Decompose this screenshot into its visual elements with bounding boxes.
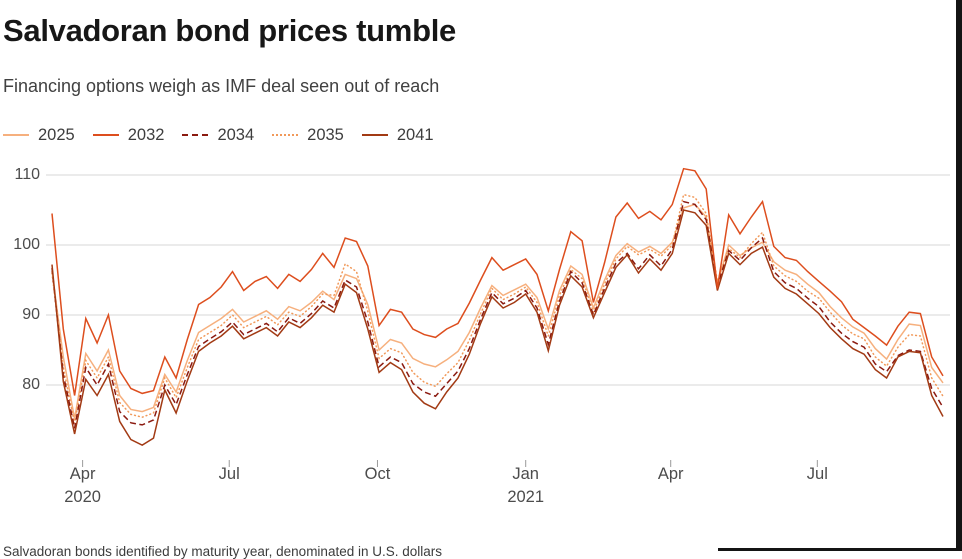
x-axis-month: Jul	[218, 465, 240, 483]
x-axis-year: 2020	[64, 488, 101, 506]
y-axis-label-80: 80	[22, 376, 40, 393]
screenshot-bottom-edge	[718, 548, 956, 551]
x-axis-month: Oct	[364, 465, 391, 483]
x-axis-label-Apr: Apr 2020	[43, 464, 123, 507]
chart-legend: 2025 2032 2034 2035 2041	[3, 123, 434, 147]
legend-label-2041: 2041	[396, 125, 434, 144]
legend-swatch-2035	[272, 134, 299, 136]
legend-label-2035: 2035	[307, 125, 344, 144]
page-title: Salvadoran bond prices tumble	[3, 13, 456, 48]
series-line-2035	[51, 193, 944, 424]
chart-area: 80 90 100 110 Apr 2020 Jul Oct Jan 2021 Apr Jul	[0, 150, 962, 510]
legend-swatch-2034	[182, 134, 209, 136]
legend-item-2025: 2025	[3, 126, 75, 145]
legend-item-2035: 2035	[272, 126, 344, 145]
legend-item-2034: 2034	[182, 126, 254, 145]
legend-label-2025: 2025	[38, 125, 75, 144]
x-axis-label-Jul: Jul	[189, 464, 269, 484]
y-axis-label-100: 100	[13, 236, 40, 253]
legend-swatch-2025	[3, 134, 29, 136]
x-axis-month: Apr	[657, 465, 684, 483]
x-axis-month: Apr	[69, 465, 96, 483]
x-axis-label-Oct: Oct	[337, 464, 417, 484]
legend-swatch-2041	[361, 134, 388, 136]
page-subtitle: Financing options weigh as IMF deal seen…	[3, 76, 440, 96]
chart-svg	[46, 167, 950, 467]
series-line-2025	[51, 203, 944, 419]
x-axis-label-Jul: Jul	[777, 464, 857, 484]
legend-label-2032: 2032	[127, 125, 165, 144]
legend-swatch-2032	[92, 134, 119, 136]
series-line-2032	[51, 167, 944, 396]
y-axis-label-90: 90	[22, 306, 40, 323]
series-line-2041	[51, 209, 944, 447]
y-axis-label-110: 110	[14, 166, 40, 183]
x-axis-year: 2021	[507, 488, 545, 506]
x-axis-label-Jan: Jan 2021	[486, 464, 566, 507]
legend-item-2032: 2032	[92, 125, 165, 145]
legend-item-2041: 2041	[361, 125, 434, 145]
x-axis-label-Apr: Apr	[631, 464, 711, 484]
x-axis-month: Jul	[806, 465, 828, 483]
series-line-2034	[51, 200, 944, 429]
x-axis-month: Jan	[512, 465, 539, 483]
legend-label-2034: 2034	[217, 125, 255, 144]
chart-footnote: Salvadoran bonds identified by maturity …	[3, 544, 443, 559]
screenshot-right-edge	[956, 0, 962, 551]
